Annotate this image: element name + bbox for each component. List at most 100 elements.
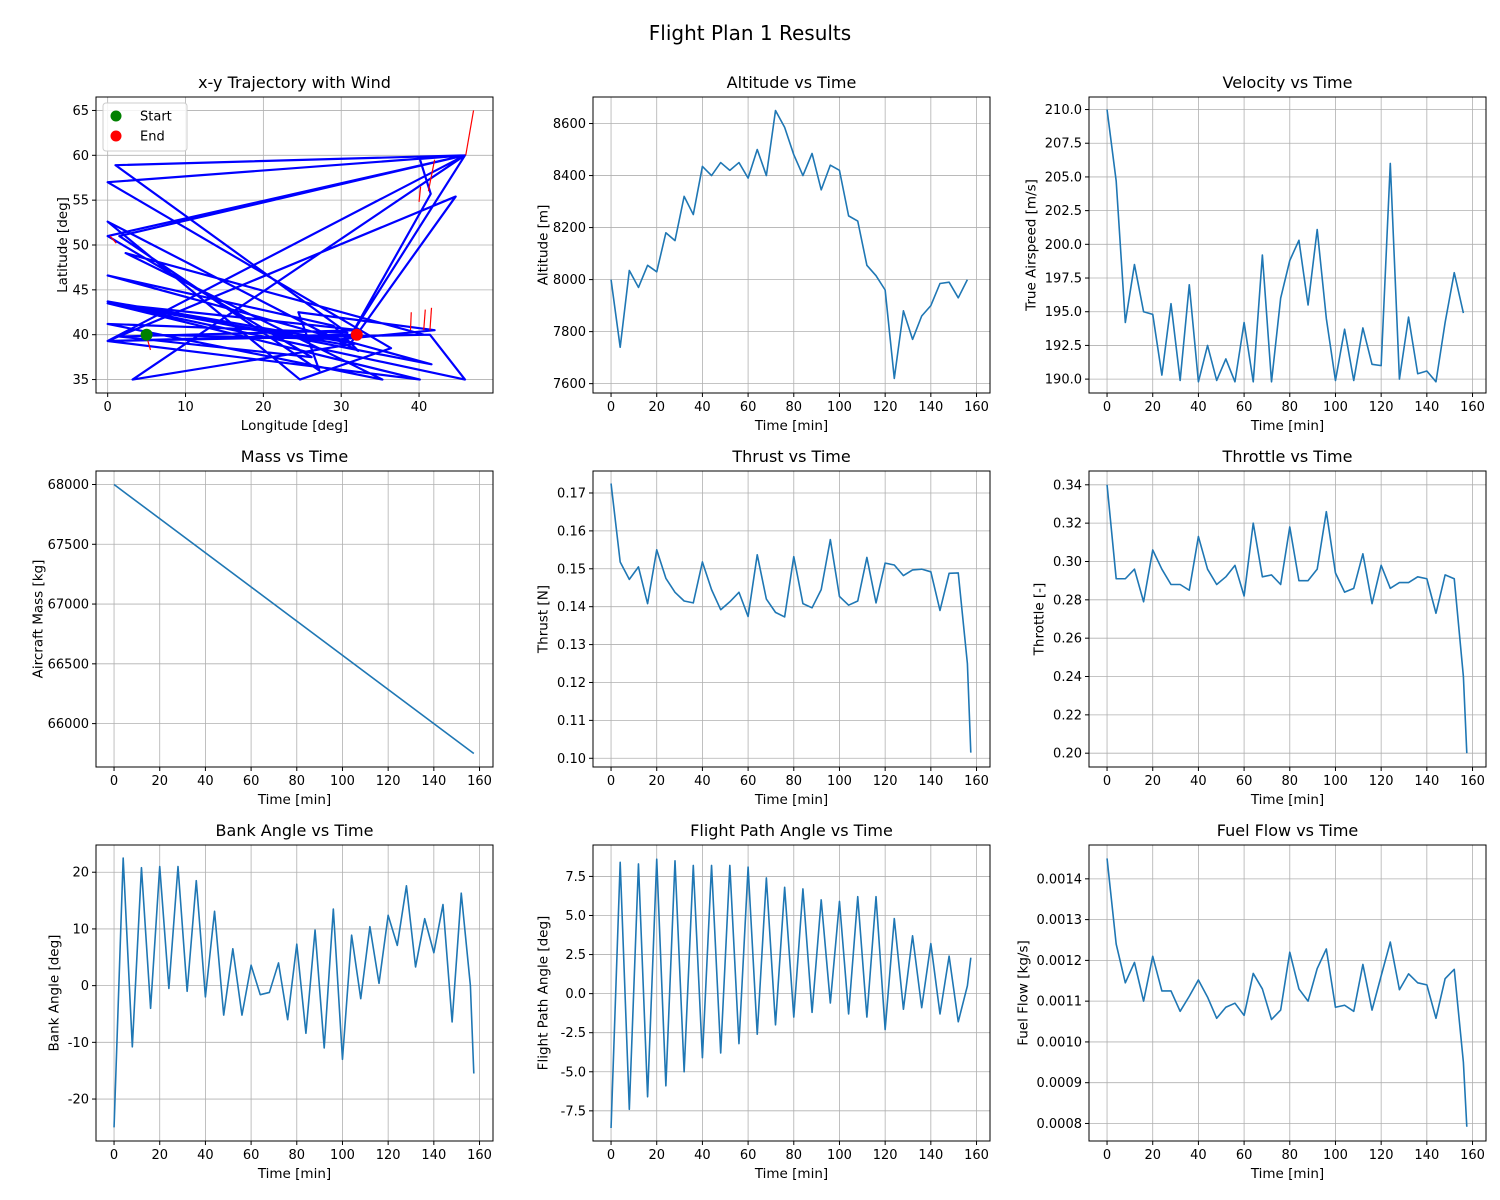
y-tick-label: 0.13 <box>557 638 586 653</box>
chart-panel-4: 0 20 40 60 80 100 120 140 160 66000 66500 67000 6750… <box>31 447 494 808</box>
x-axis-label: Time [min] <box>754 792 828 808</box>
x-tick-label: 160 <box>964 1148 989 1163</box>
chart-title: Throttle vs Time <box>1222 447 1353 466</box>
x-tick-label: 30 <box>333 400 350 415</box>
chart-title: Fuel Flow vs Time <box>1217 821 1359 840</box>
x-tick-label: 20 <box>1144 1148 1161 1163</box>
series-line <box>610 858 972 1129</box>
x-tick-label: 160 <box>1460 400 1485 415</box>
wind-vector-line <box>465 110 475 156</box>
series-line <box>106 154 467 381</box>
marker-end <box>350 328 363 341</box>
wind-vector-line <box>409 312 412 331</box>
axes-frame <box>592 844 991 1142</box>
series-line <box>610 483 972 753</box>
y-axis-label: Latitude [deg] <box>55 197 71 293</box>
x-tick-label: 60 <box>740 1148 757 1163</box>
y-tick-label: 0.11 <box>557 714 586 729</box>
x-tick-label: 60 <box>740 774 757 789</box>
chart-title: Bank Angle vs Time <box>216 821 374 840</box>
y-axis-label: Aircraft Mass [kg] <box>31 560 47 679</box>
y-tick-label: 20 <box>72 866 89 881</box>
y-tick-label: 0.0012 <box>1037 954 1083 969</box>
x-tick-label: 80 <box>786 774 803 789</box>
chart-panel-3: 0 20 40 60 80 100 120 140 160 190.0 192.5 195.0 197.… <box>1024 73 1487 434</box>
x-tick-label: 80 <box>1282 774 1299 789</box>
y-tick-label: 0.17 <box>557 486 586 501</box>
x-tick-label: 160 <box>467 774 492 789</box>
x-tick-label: 120 <box>873 400 898 415</box>
legend <box>102 102 188 152</box>
y-tick-label: 0.32 <box>1053 517 1082 532</box>
x-tick-label: 100 <box>827 400 852 415</box>
y-tick-label: 202.5 <box>1045 204 1082 219</box>
x-tick-label: 100 <box>1323 400 1348 415</box>
x-tick-label: 0 <box>110 774 118 789</box>
y-axis-label: Fuel Flow [kg/s] <box>1015 940 1031 1046</box>
y-tick-label: 55 <box>72 194 89 209</box>
x-tick-label: 20 <box>1144 400 1161 415</box>
chart-title: Velocity vs Time <box>1223 73 1353 92</box>
wind-vector-line <box>109 235 117 244</box>
figure-title: Flight Plan 1 Results <box>649 21 851 45</box>
y-tick-label: 67500 <box>48 538 89 553</box>
y-axis-label: Altitude [m] <box>536 205 552 286</box>
x-tick-label: 120 <box>1369 1148 1394 1163</box>
y-tick-label: 68000 <box>48 478 89 493</box>
x-tick-label: 100 <box>330 1148 355 1163</box>
y-tick-label: 0.10 <box>557 752 586 767</box>
y-tick-label: 7800 <box>553 325 586 340</box>
x-tick-label: 160 <box>1460 774 1485 789</box>
x-tick-label: 100 <box>1323 774 1348 789</box>
x-tick-label: 20 <box>151 1148 168 1163</box>
x-tick-label: 80 <box>1282 400 1299 415</box>
x-tick-label: 60 <box>243 1148 260 1163</box>
y-tick-label: 190.0 <box>1045 373 1082 388</box>
x-tick-label: 20 <box>1144 774 1161 789</box>
x-tick-label: 0 <box>607 400 615 415</box>
chart-panel-2: 0 20 40 60 80 100 120 140 160 7600 7800 8000 8200 840… <box>536 73 991 434</box>
chart-panel-8: 0 20 40 60 80 100 120 140 160 -7.5 -5.0 -2.5 0.0 2.5 5… <box>536 821 991 1182</box>
x-tick-label: 0 <box>1103 774 1111 789</box>
y-tick-label: 2.5 <box>565 948 586 963</box>
wind-vector-line <box>418 186 422 203</box>
series-line <box>1106 484 1468 754</box>
x-tick-label: 140 <box>1414 1148 1439 1163</box>
x-tick-label: 140 <box>421 1148 446 1163</box>
x-tick-label: 0 <box>1103 400 1111 415</box>
y-axis-label: Flight Path Angle [deg] <box>536 916 552 1071</box>
y-tick-label: 197.5 <box>1045 272 1082 287</box>
y-tick-label: 0.24 <box>1053 670 1082 685</box>
y-tick-label: -7.5 <box>561 1104 586 1119</box>
series-line <box>113 857 475 1128</box>
y-tick-label: -20 <box>68 1093 89 1108</box>
x-tick-label: 60 <box>740 400 757 415</box>
x-tick-label: 160 <box>964 774 989 789</box>
x-tick-label: 120 <box>873 1148 898 1163</box>
chart-panel-5: 0 20 40 60 80 100 120 140 160 0.10 0.11 0.12 0.13 0.1… <box>536 447 991 808</box>
x-tick-label: 160 <box>1460 1148 1485 1163</box>
axes-frame <box>1088 470 1487 768</box>
x-tick-label: 120 <box>1369 400 1394 415</box>
x-tick-label: 160 <box>964 400 989 415</box>
y-tick-label: 0.28 <box>1053 593 1082 608</box>
x-tick-label: 60 <box>1236 774 1253 789</box>
x-tick-label: 140 <box>421 774 446 789</box>
x-tick-label: 120 <box>1369 774 1394 789</box>
y-axis-label: True Airspeed [m/s] <box>1024 179 1040 312</box>
legend-marker-start <box>110 110 122 122</box>
x-tick-label: 40 <box>411 400 428 415</box>
y-tick-label: -5.0 <box>561 1065 586 1080</box>
wind-vector-line <box>423 309 426 331</box>
y-tick-label: 205.0 <box>1045 170 1082 185</box>
chart-panel-9: 0 20 40 60 80 100 120 140 160 0.0008 0.0009 0.0010 0… <box>1015 821 1487 1182</box>
x-tick-label: 20 <box>648 774 665 789</box>
y-axis-label: Thrust [N] <box>536 585 552 654</box>
y-tick-label: 40 <box>72 328 89 343</box>
y-tick-label: 5.0 <box>565 909 586 924</box>
chart-panel-6: 0 20 40 60 80 100 120 140 160 0.20 0.22 0.24 0.26 0.2… <box>1032 447 1487 808</box>
legend-marker-end <box>110 130 122 142</box>
y-tick-label: 0.34 <box>1053 478 1082 493</box>
y-tick-label: 60 <box>72 149 89 164</box>
